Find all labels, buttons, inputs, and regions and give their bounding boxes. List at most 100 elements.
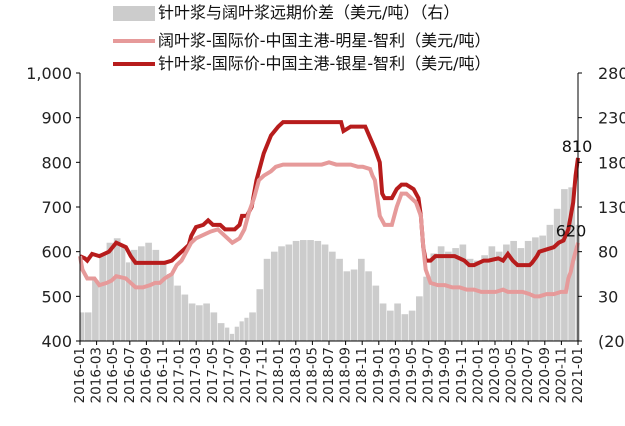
yinxing-line — [79, 120, 580, 268]
right-tick-label: 80 — [598, 243, 618, 262]
x-tick-label: 2020-05 — [504, 347, 520, 403]
spread-bar — [416, 296, 423, 341]
mingxing-value-label: 620 — [556, 222, 587, 241]
spread-bar — [437, 246, 445, 341]
spread-bar — [174, 285, 181, 341]
spread-bar — [159, 260, 167, 341]
spread-bar — [188, 303, 196, 341]
legend-item-mingxing: 阔叶浆-国际价-中国主港-明星-智利（美元/吨） — [113, 31, 491, 50]
spread-bar — [99, 253, 106, 341]
legend-item-yinxing: 针叶浆-国际价-中国主港-银星-智利（美元/吨） — [113, 54, 491, 73]
spread-bar — [474, 260, 481, 341]
spread-bar — [343, 271, 351, 341]
spread-bar — [249, 312, 256, 341]
spread-bar — [285, 244, 293, 341]
spread-bar — [229, 333, 235, 341]
annotations: 810 620 — [556, 137, 593, 241]
spread-bar — [299, 240, 307, 341]
left-tick-label: 400 — [41, 332, 72, 351]
right-tick-label: (20) — [598, 332, 625, 351]
spread-bar — [379, 303, 387, 341]
spread-bar — [278, 246, 285, 341]
spread-bar — [263, 258, 271, 341]
x-tick-label: 2018-05 — [304, 347, 320, 403]
x-tick-label: 2019-01 — [371, 347, 387, 403]
spread-bar — [466, 258, 474, 341]
x-tick-label: 2017-05 — [205, 347, 221, 403]
x-tick-label: 2019-03 — [387, 347, 403, 403]
left-tick-label: 600 — [41, 243, 72, 262]
x-tick-label: 2017-07 — [221, 347, 237, 403]
legend-label-spread: 针叶浆与阔叶浆远期价差（美元/吨）（右） — [158, 3, 459, 22]
x-tick-label: 2016-05 — [105, 347, 121, 403]
right-tick-label: 130 — [598, 198, 625, 217]
spread-bar — [152, 249, 160, 341]
spread-bar — [350, 269, 358, 341]
x-tick-label: 2017-01 — [172, 347, 188, 403]
legend-label-yinxing: 针叶浆-国际价-中国主港-银星-智利（美元/吨） — [158, 54, 491, 73]
spread-bar — [314, 240, 322, 341]
spread-bar — [113, 238, 121, 341]
spread-bar — [445, 251, 452, 341]
spread-bar — [553, 208, 561, 341]
spread-bar — [125, 262, 131, 341]
x-tick-label: 2020-03 — [487, 347, 503, 403]
spread-bar — [92, 280, 99, 341]
spread-bar — [234, 326, 239, 341]
spread-bar — [80, 312, 85, 341]
x-tick-label: 2021-01 — [570, 347, 586, 403]
spread-bar — [517, 248, 525, 341]
x-tick-label: 2019-09 — [437, 347, 453, 403]
spread-bar — [217, 323, 225, 341]
spread-bar — [130, 249, 138, 341]
spread-bar — [167, 274, 174, 341]
x-tick-label: 2020-01 — [470, 347, 486, 403]
spread-bar — [481, 255, 488, 341]
left-tick-label: 500 — [41, 287, 72, 306]
right-tick-label: 180 — [598, 153, 625, 172]
spread-bar — [329, 251, 336, 341]
spread-bar — [546, 224, 554, 341]
mingxing-line — [78, 160, 580, 299]
right-tick-label: 230 — [598, 109, 625, 128]
x-tick-label: 2018-07 — [321, 347, 337, 403]
x-tick-label: 2017-03 — [188, 347, 204, 403]
x-tick-label: 2017-11 — [255, 347, 271, 403]
price-lines — [78, 120, 580, 299]
x-tick-label: 2018-03 — [288, 347, 304, 403]
spread-bar — [561, 189, 568, 341]
spread-bar — [524, 240, 532, 341]
x-tick-label: 2018-11 — [354, 347, 370, 403]
x-tick-label: 2016-09 — [138, 347, 154, 403]
x-tick-label: 2018-01 — [271, 347, 287, 403]
x-tick-label: 2019-07 — [421, 347, 437, 403]
x-tick-label: 2016-11 — [155, 347, 171, 403]
spread-bar — [358, 258, 365, 341]
spread-bar — [459, 244, 467, 341]
left-tick-label: 1,000 — [26, 64, 72, 83]
left-tick-label: 700 — [41, 198, 72, 217]
x-tick-label: 2016-03 — [89, 347, 105, 403]
legend: 针叶浆与阔叶浆远期价差（美元/吨）（右） 阔叶浆-国际价-中国主港-明星-智利（美… — [113, 3, 491, 73]
x-tick-label: 2019-05 — [404, 347, 420, 403]
legend-swatch-spread — [113, 6, 155, 21]
spread-bar — [239, 321, 244, 341]
x-tick-label: 2020-11 — [553, 347, 569, 403]
spread-bar — [365, 271, 372, 341]
spread-bar — [84, 312, 92, 341]
spread-bar — [423, 276, 430, 341]
spread-bar — [106, 242, 114, 341]
spread-bar — [495, 251, 503, 341]
spread-bar — [452, 248, 459, 341]
spread-bar — [292, 240, 300, 341]
spread-bar — [321, 244, 329, 341]
spread-bar — [203, 303, 210, 341]
x-tick-label: 2016-01 — [72, 347, 88, 403]
spread-bar — [196, 305, 203, 341]
left-tick-label: 900 — [41, 109, 72, 128]
spread-bar — [256, 289, 264, 341]
spread-bar — [372, 285, 380, 341]
spread-bar — [138, 246, 145, 341]
spread-bar — [210, 312, 218, 341]
spread-bar — [336, 258, 343, 341]
